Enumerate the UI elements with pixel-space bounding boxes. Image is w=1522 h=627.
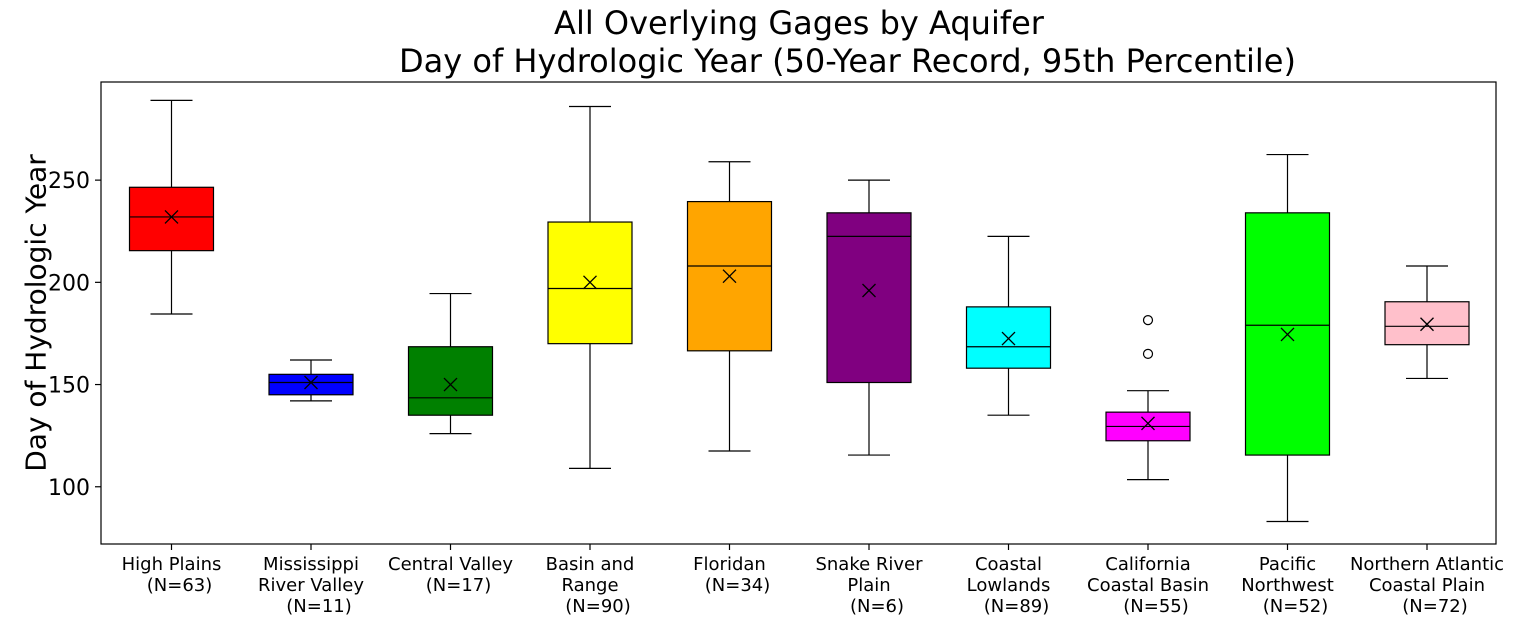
x-tick-label: Floridan (N=34)	[693, 554, 770, 596]
box-1	[128, 186, 215, 252]
chart-title: All Overlying Gages by Aquifer	[554, 4, 1044, 42]
box-10	[1384, 301, 1470, 346]
x-tick-label: Basin and Range (N=90)	[546, 554, 635, 617]
mean-marker	[1420, 317, 1434, 332]
outlier-point	[1142, 348, 1154, 359]
x-tick-label: Pacific Northwest (N=52)	[1241, 554, 1334, 617]
box-3	[407, 346, 494, 416]
mean-marker	[1001, 331, 1016, 346]
x-tick-label: Coastal Lowlands (N=89)	[967, 554, 1051, 617]
y-tick-label: 250	[48, 169, 90, 194]
mean-marker	[304, 375, 318, 390]
mean-marker	[443, 377, 458, 392]
chart-subtitle: Day of Hydrologic Year (50-Year Record, …	[399, 42, 1296, 80]
x-tick-label: Mississippi River Valley (N=11)	[258, 554, 364, 617]
mean-marker	[722, 269, 737, 284]
mean-marker	[583, 275, 597, 290]
x-tick-label: Central Valley (N=17)	[388, 554, 513, 596]
x-tick-label: High Plains (N=63)	[122, 554, 222, 596]
x-tick-label: Snake River Plain (N=6)	[815, 554, 923, 617]
box-7	[965, 306, 1052, 369]
plot-frame	[100, 81, 1497, 545]
box-6	[826, 212, 912, 384]
mean-marker	[1141, 416, 1155, 431]
x-tick-label: Northern Atlantic Coastal Plain (N=72)	[1350, 554, 1504, 617]
mean-marker	[164, 209, 179, 224]
mean-marker	[862, 283, 876, 298]
x-tick-label: California Coastal Basin (N=55)	[1087, 554, 1209, 617]
outlier-point	[1142, 315, 1154, 326]
box-2	[268, 373, 354, 396]
y-tick-label: 150	[48, 374, 90, 399]
mean-marker	[1280, 327, 1295, 342]
y-tick-label: 200	[48, 271, 90, 296]
y-tick-label: 100	[48, 476, 90, 501]
